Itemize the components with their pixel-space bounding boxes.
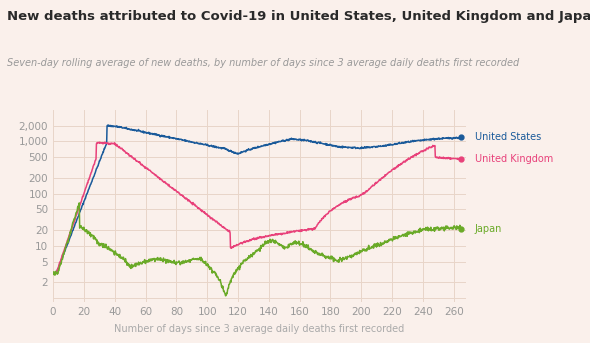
Text: New deaths attributed to Covid-19 in United States, United Kingdom and Japan: New deaths attributed to Covid-19 in Uni… — [7, 10, 590, 23]
Text: United States: United States — [475, 132, 541, 142]
Text: Seven-day rolling average of new deaths, by number of days since 3 average daily: Seven-day rolling average of new deaths,… — [7, 58, 519, 68]
X-axis label: Number of days since 3 average daily deaths first recorded: Number of days since 3 average daily dea… — [114, 324, 405, 334]
Text: United Kingdom: United Kingdom — [475, 154, 553, 164]
Text: Japan: Japan — [475, 224, 502, 234]
